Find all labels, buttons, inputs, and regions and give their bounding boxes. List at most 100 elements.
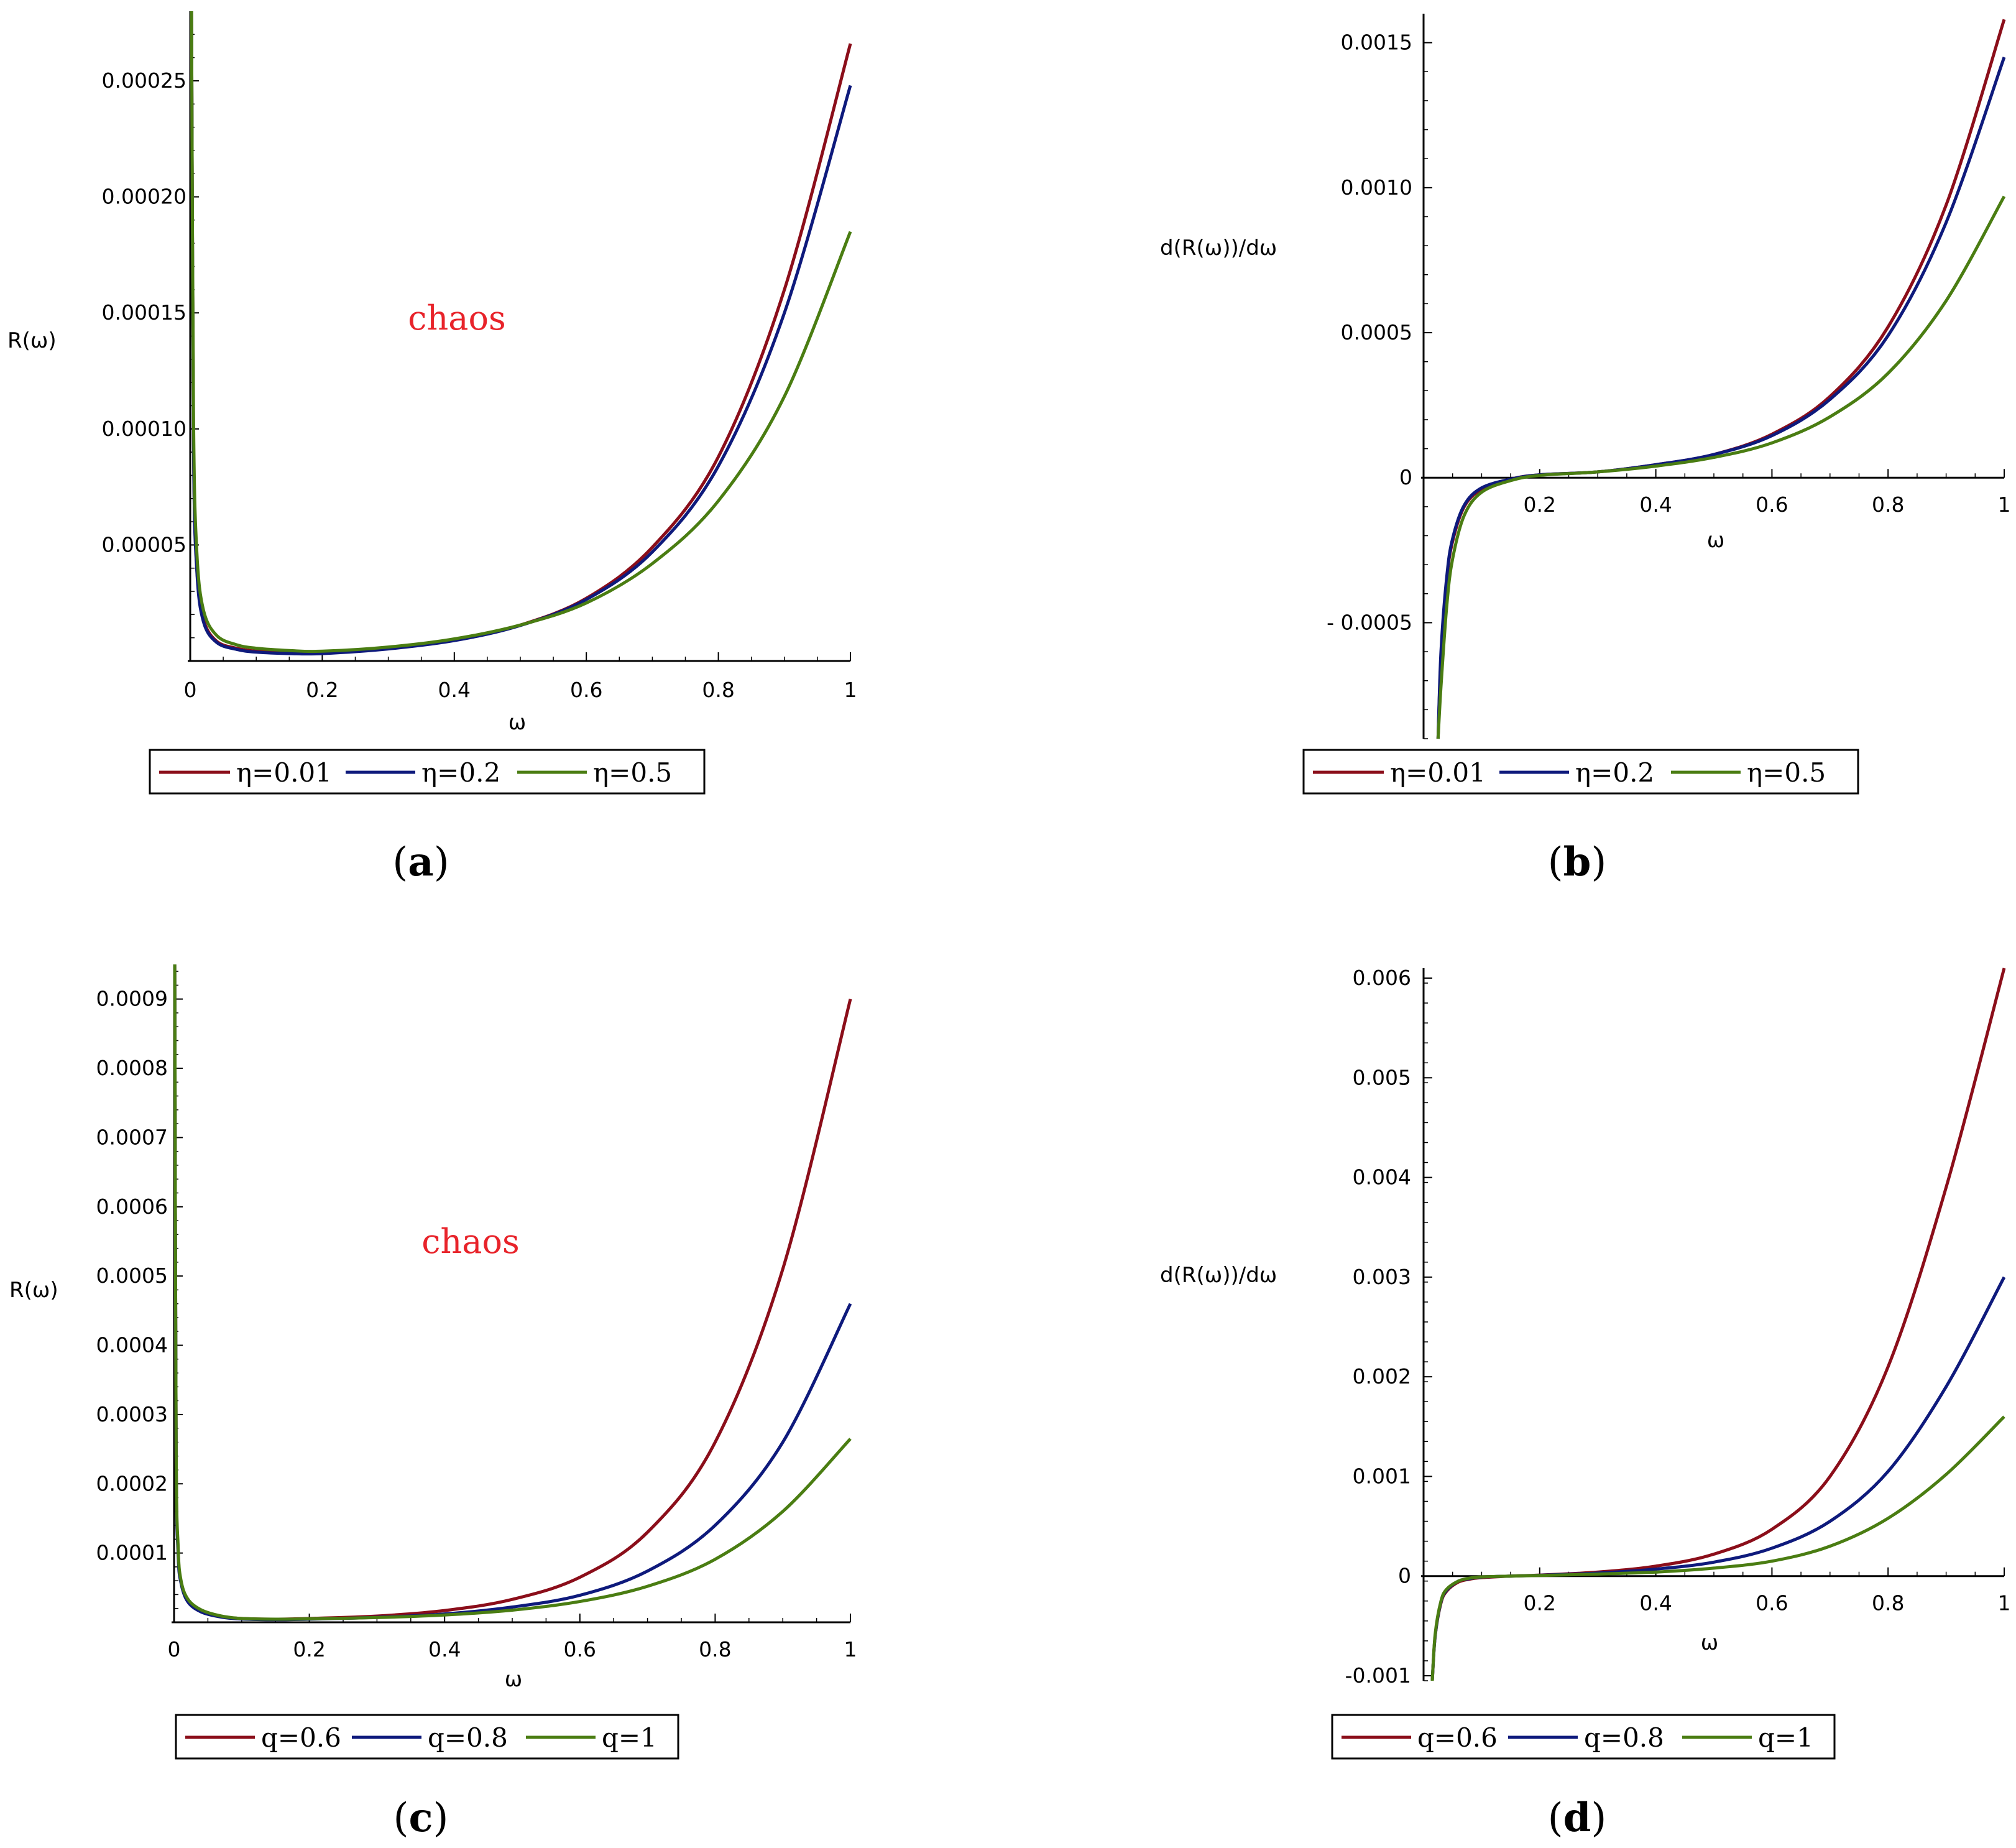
legend-label-a-0: η=0.01: [236, 757, 332, 788]
ytick-label-b-3: 0.0010: [1341, 175, 1412, 200]
plot-area-c: 0.0001 0.0002 0.0003 0.0004 0.0005 0.0006 0.00…: [96, 964, 857, 1661]
legend-c: q=0.6 q=0.8 q=1: [175, 1714, 679, 1760]
series-line-a-1: [190, 11, 852, 656]
ytick-label-d-2: 0.001: [1353, 1464, 1411, 1488]
plot-area-b: - 0.0005 0 0.0005 0.0010 0.0015 0.2 0.4 0.6 0.8 1: [1327, 14, 2011, 739]
xtick-label-c-0: 0: [168, 1637, 181, 1661]
legend-label-c-2: q=1: [602, 1722, 657, 1753]
series-line-c-1: [173, 964, 852, 1622]
plot-area-a: 0.00005 0.00010 0.00015 0.00020 0.00025 0 0.2 0…: [102, 11, 857, 702]
legend-box-d: [1331, 1714, 1836, 1760]
legend-label-d-2: q=1: [1758, 1722, 1813, 1753]
ytick-label-c-3: 0.0004: [96, 1333, 168, 1357]
annotation-chaos-a: chaos: [408, 298, 505, 338]
xtick-label-c-3: 0.6: [564, 1637, 596, 1661]
series-line-b-0: [1436, 19, 2006, 739]
series-line-d-0: [1430, 968, 2006, 1681]
ytick-label-c-4: 0.0005: [96, 1264, 168, 1288]
legend-label-a-2: η=0.5: [593, 757, 672, 788]
xlabel-c: ω: [505, 1667, 522, 1692]
legend-label-c-1: q=0.8: [428, 1722, 508, 1753]
ytick-label-a-1: 0.00010: [102, 417, 186, 441]
ytick-label-b-2: 0.0005: [1341, 320, 1412, 344]
xtick-label-a-4: 0.8: [702, 678, 734, 702]
series-line-c-2: [173, 964, 852, 1621]
caption-d: (d): [1548, 1795, 1607, 1841]
ytick-label-d-7: 0.006: [1353, 966, 1411, 990]
ylabel-c: R(ω): [9, 1278, 58, 1303]
xtick-label-b-4: 1: [1998, 492, 2011, 517]
series-line-b-2: [1436, 195, 2006, 739]
xtick-label-a-1: 0.2: [306, 678, 338, 702]
ytick-label-d-6: 0.005: [1353, 1065, 1411, 1089]
panel-c: 0.0001 0.0002 0.0003 0.0004 0.0005 0.0006 0.00…: [9, 964, 857, 1841]
xtick-label-c-4: 0.8: [699, 1637, 731, 1661]
xtick-label-d-2: 0.6: [1756, 1591, 1788, 1615]
legend-label-d-1: q=0.8: [1584, 1722, 1664, 1753]
ytick-label-d-0: -0.001: [1345, 1663, 1411, 1688]
ylabel-b: d(R(ω))/dω: [1160, 236, 1277, 261]
series-line-a-0: [190, 11, 852, 655]
panel-b: - 0.0005 0 0.0005 0.0010 0.0015 0.2 0.4 0.6 0.8 1…: [1160, 14, 2011, 885]
legend-label-b-0: η=0.01: [1390, 757, 1486, 788]
ytick-label-b-4: 0.0015: [1341, 30, 1412, 55]
legend-label-c-0: q=0.6: [261, 1722, 341, 1753]
ytick-label-a-4: 0.00025: [102, 68, 186, 93]
panel-a: 0.00005 0.00010 0.00015 0.00020 0.00025 0 0.2 0…: [7, 11, 857, 885]
xlabel-b: ω: [1707, 528, 1724, 553]
panel-d: -0.001 0 0.001 0.002 0.003 0.004 0.005 0.006 0.2…: [1160, 966, 2011, 1841]
ytick-label-c-1: 0.0002: [96, 1471, 168, 1495]
caption-c: (c): [394, 1795, 449, 1841]
ytick-label-a-2: 0.00015: [102, 300, 186, 325]
plot-area-d: -0.001 0 0.001 0.002 0.003 0.004 0.005 0.006 0.2…: [1345, 966, 2011, 1688]
xlabel-d: ω: [1701, 1630, 1718, 1655]
legend-box-b: [1302, 749, 1859, 795]
ytick-label-b-1: 0: [1399, 465, 1412, 489]
ytick-label-d-1: 0: [1398, 1564, 1411, 1588]
series-line-b-1: [1436, 57, 2006, 739]
legend-label-d-0: q=0.6: [1417, 1722, 1498, 1753]
ytick-label-c-5: 0.0006: [96, 1194, 168, 1219]
xtick-label-a-3: 0.6: [570, 678, 602, 702]
xtick-label-d-0: 0.2: [1524, 1591, 1556, 1615]
ytick-label-c-6: 0.0007: [96, 1125, 168, 1149]
xtick-label-c-2: 0.4: [428, 1637, 461, 1661]
legend-d: q=0.6 q=0.8 q=1: [1331, 1714, 1836, 1760]
xtick-label-b-3: 0.8: [1872, 492, 1904, 517]
ytick-label-d-5: 0.004: [1353, 1165, 1411, 1190]
ytick-label-d-3: 0.002: [1353, 1364, 1411, 1388]
ylabel-d: d(R(ω))/dω: [1160, 1263, 1277, 1288]
ytick-label-c-8: 0.0009: [96, 987, 168, 1011]
ytick-label-b-0: - 0.0005: [1327, 610, 1412, 634]
legend-label-b-2: η=0.5: [1747, 757, 1826, 788]
series-line-a-2: [190, 11, 852, 654]
xtick-label-a-0: 0: [184, 678, 197, 702]
xtick-label-c-5: 1: [844, 1637, 857, 1661]
xtick-label-b-2: 0.6: [1756, 492, 1788, 517]
caption-b: (b): [1548, 839, 1607, 885]
series-line-c-0: [173, 964, 852, 1621]
xtick-label-a-2: 0.4: [438, 678, 471, 702]
xtick-label-b-0: 0.2: [1524, 492, 1556, 517]
ylabel-a: R(ω): [7, 328, 57, 353]
xtick-label-d-1: 0.4: [1639, 1591, 1672, 1615]
ytick-label-d-4: 0.003: [1353, 1265, 1411, 1289]
xtick-label-b-1: 0.4: [1639, 492, 1672, 517]
xtick-label-d-4: 1: [1998, 1591, 2011, 1615]
ytick-label-c-0: 0.0001: [96, 1541, 168, 1565]
series-line-d-2: [1430, 1415, 2005, 1681]
ytick-label-c-2: 0.0003: [96, 1402, 168, 1426]
legend-label-b-1: η=0.2: [1575, 757, 1654, 788]
caption-a: (a): [392, 839, 449, 885]
legend-label-a-1: η=0.2: [421, 757, 500, 788]
xtick-label-a-5: 1: [844, 678, 857, 702]
ytick-label-a-0: 0.00005: [102, 532, 186, 557]
series-line-d-1: [1430, 1276, 2006, 1681]
xtick-label-d-3: 0.8: [1872, 1591, 1904, 1615]
annotation-chaos-c: chaos: [421, 1222, 519, 1261]
ytick-label-c-7: 0.0008: [96, 1056, 168, 1080]
ytick-label-a-3: 0.00020: [102, 185, 186, 209]
xlabel-a: ω: [509, 710, 526, 735]
legend-b: η=0.01 η=0.2 η=0.5: [1302, 749, 1859, 795]
